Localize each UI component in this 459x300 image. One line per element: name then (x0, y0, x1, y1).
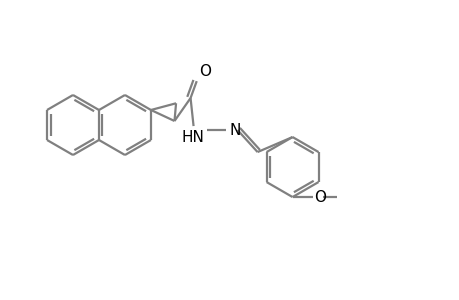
Text: HN: HN (181, 130, 204, 145)
Text: O: O (314, 190, 326, 205)
Text: O: O (198, 64, 210, 79)
Text: N: N (229, 123, 241, 138)
